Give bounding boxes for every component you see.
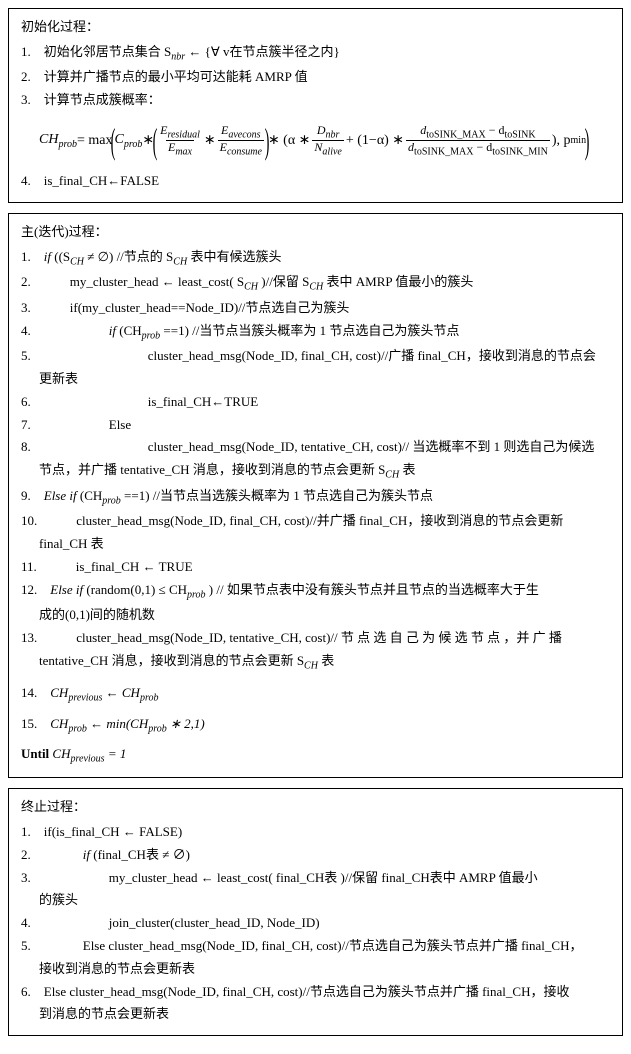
f-lparen: (	[111, 123, 116, 159]
init-step-2: 2. 计算并广播节点的最小平均可达能耗 AMRP 值	[39, 67, 610, 88]
f-plus: + (1−α) ∗	[346, 130, 404, 152]
f-lp2: (	[153, 123, 158, 159]
main-l5: 5. cluster_head_msg(Node_ID, final_CH, c…	[39, 346, 610, 367]
term-l3: 3. my_cluster_head ← least_cost( final_C…	[39, 868, 610, 889]
f-eq: = max	[77, 130, 113, 152]
f-frac3: Dnbr Nalive	[312, 124, 343, 158]
main-l13b: tentative_CH 消息，接收到消息的节点会更新 SCH 表	[39, 651, 610, 675]
main-l13: 13. cluster_head_msg(Node_ID, tentative_…	[39, 628, 610, 649]
term-l1: 1. if(is_final_CH ← FALSE)	[39, 822, 610, 843]
main-box: 主(迭代)过程： 1. if ((SCH ≠ ∅) //节点的 SCH 表中有候…	[8, 213, 623, 779]
main-l12e: 成的(0,1)间的随机数	[39, 605, 610, 626]
f-close: ), p	[552, 130, 571, 152]
init-step-3: 3. 计算节点成簇概率：	[39, 90, 610, 111]
main-l3: 3. if(my_cluster_head==Node_ID)//节点选自己为簇…	[39, 298, 610, 319]
term-l5: 5. Else cluster_head_msg(Node_ID, final_…	[39, 936, 610, 957]
term-l5b: 接收到消息的节点会更新表	[39, 959, 610, 980]
main-l5b: 更新表	[39, 369, 610, 390]
f-frac2: Eavecons Econsume	[218, 124, 264, 158]
main-l2: 2. my_cluster_head ← least_cost( SCH )//…	[39, 272, 610, 296]
init-header: 初始化过程：	[21, 17, 610, 38]
main-l4: 4. if (CHprob ==1) //当节点当簇头概率为 1 节点选自己为簇…	[39, 321, 610, 345]
ch-prob-formula: CHprob = max ( Cprob ∗ ( Eresidual Emax …	[39, 123, 610, 159]
f-cprob: Cprob	[114, 129, 142, 153]
init-s1-sub: nbr	[171, 51, 185, 62]
main-l9: 9. Else if (CHprob ==1) //当节点当选簇头概率为 1 节…	[39, 486, 610, 510]
init-s1-tail: ← {∀ v在节点簇半径之内}	[185, 44, 340, 59]
main-l15: 15. CHprob ← min(CHprob ∗ 2,1)	[39, 714, 610, 738]
main-l1: 1. if ((SCH ≠ ∅) //节点的 SCH 表中有候选簇头	[39, 247, 610, 271]
main-l10b: final_CH 表	[39, 534, 610, 555]
main-l7: 7. Else	[39, 415, 610, 436]
main-header: 主(迭代)过程：	[21, 222, 610, 243]
f-rp2: )	[265, 123, 270, 159]
f-rparen: )	[585, 123, 590, 159]
term-box: 终止过程： 1. if(is_final_CH ← FALSE) 2. if (…	[8, 788, 623, 1036]
term-l4: 4. join_cluster(cluster_head_ID, Node_ID…	[39, 913, 610, 934]
f-alpha: ∗ (α ∗	[268, 130, 310, 152]
main-l6: 6. is_final_CH←TRUE	[39, 392, 610, 413]
main-l11: 11. is_final_CH ← TRUE	[39, 557, 610, 578]
main-l8: 8. cluster_head_msg(Node_ID, tentative_C…	[39, 437, 610, 458]
main-l12: 12. Else if (random(0,1) ≤ CHprob ) // 如…	[39, 580, 610, 604]
f-lhs: CHprob	[39, 129, 77, 153]
main-until: Until CHprevious = 1	[21, 744, 610, 768]
main-l10: 10. cluster_head_msg(Node_ID, final_CH, …	[39, 511, 610, 532]
term-l6b: 到消息的节点会更新表	[39, 1004, 610, 1025]
f-star2: ∗	[204, 130, 216, 152]
init-s1-text: 1. 初始化邻居节点集合 S	[21, 44, 171, 59]
init-step-4: 4. is_final_CH←FALSE	[39, 171, 610, 192]
term-l3b: 的簇头	[39, 890, 610, 911]
init-step-1: 1. 初始化邻居节点集合 Snbr ← {∀ v在节点簇半径之内}	[39, 42, 610, 66]
f-frac4: dtoSINK_MAX − dtoSINK dtoSINK_MAX − dtoS…	[406, 124, 550, 158]
f-frac1: Eresidual Emax	[158, 124, 202, 158]
term-l2: 2. if (final_CH表 ≠ ∅)	[39, 845, 610, 866]
term-l6: 6. Else cluster_head_msg(Node_ID, final_…	[39, 982, 610, 1003]
term-header: 终止过程：	[21, 797, 610, 818]
main-l8b: 节点，并广播 tentative_CH 消息，接收到消息的节点会更新 SCH 表	[39, 460, 610, 484]
init-box: 初始化过程： 1. 初始化邻居节点集合 Snbr ← {∀ v在节点簇半径之内}…	[8, 8, 623, 203]
main-l14: 14. CHprevious ← CHprob	[39, 683, 610, 707]
